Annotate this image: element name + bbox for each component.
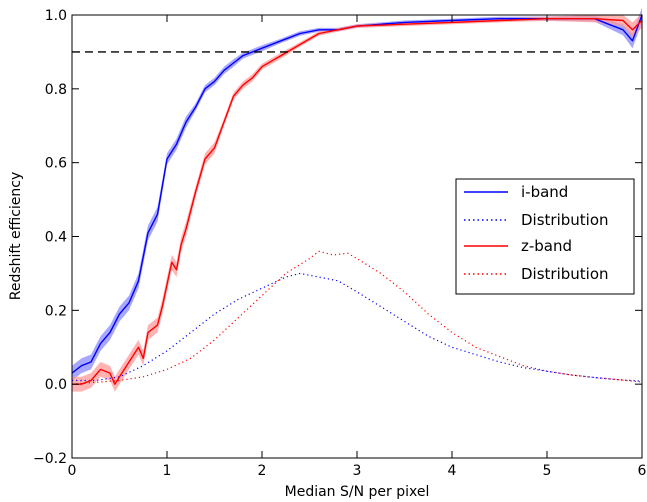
y-axis-ticks: −0.2 0.0 0.2 0.4 0.6 0.8 1.0	[33, 8, 642, 467]
series-line-z-band-red	[72, 18, 643, 385]
legend-box	[455, 178, 635, 295]
y-tick-label: 1.0	[45, 8, 67, 24]
y-tick-label: 0.4	[45, 230, 67, 246]
x-tick-label: 2	[258, 463, 267, 479]
x-tick-label: 0	[68, 463, 77, 479]
legend-label-i-distribution: Distribution	[521, 211, 609, 229]
x-axis-ticks: 0 1 2 3 4 5 6	[68, 15, 647, 479]
legend: i-band Distribution z-band Distribution	[455, 178, 635, 295]
x-tick-label: 3	[353, 463, 362, 479]
y-tick-label: 0.8	[45, 82, 67, 98]
legend-label-i-band: i-band	[521, 183, 568, 201]
y-tick-label: 0.0	[45, 377, 67, 393]
y-tick-label: 0.2	[45, 303, 67, 319]
legend-label-z-distribution: Distribution	[521, 265, 609, 283]
series-line-distribution-red	[71, 250, 643, 385]
y-tick-label: −0.2	[33, 451, 67, 467]
x-tick-label: 1	[163, 463, 172, 479]
series-line-i-band-blue	[71, 14, 643, 374]
x-tick-label: 5	[543, 463, 552, 479]
series-lines	[71, 14, 643, 385]
y-tick-label: 0.6	[45, 156, 67, 172]
x-tick-label: 6	[638, 463, 647, 479]
legend-label-z-band: z-band	[521, 237, 572, 255]
y-axis-label: Redshift efficiency	[8, 172, 24, 300]
x-axis-label: Median S/N per pixel	[285, 484, 430, 500]
x-tick-label: 4	[448, 463, 457, 479]
series-line-distribution-blue	[72, 272, 643, 382]
